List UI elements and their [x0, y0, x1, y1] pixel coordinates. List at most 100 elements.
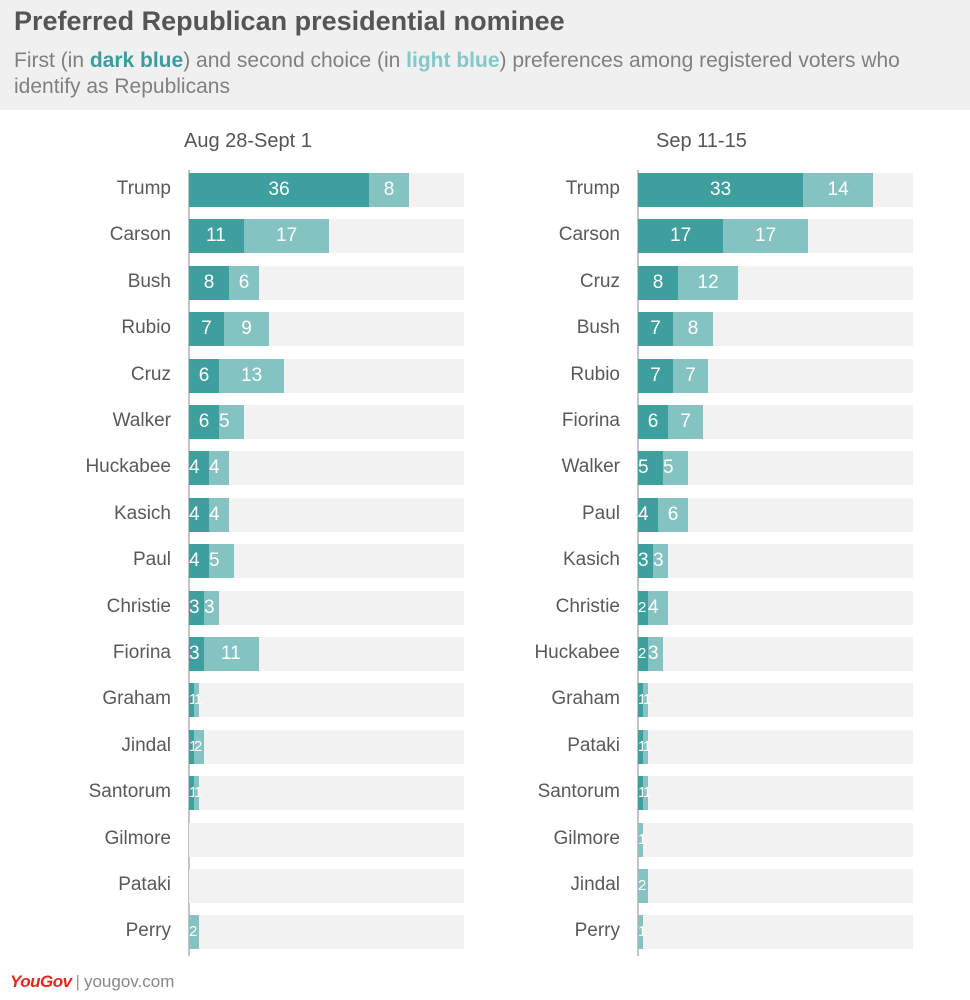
- value-label-first-choice: 4: [189, 457, 200, 478]
- bar-second-choice: [224, 312, 269, 346]
- category-label: Pataki: [118, 874, 171, 895]
- category-label: Walker: [561, 456, 620, 477]
- category-label: Walker: [112, 410, 171, 431]
- chart-header: Preferred Republican presidential nomine…: [0, 0, 970, 110]
- bar-second-choice: [673, 312, 713, 346]
- value-label-second-choice: 5: [219, 411, 230, 432]
- bar-track: [189, 683, 464, 717]
- category-label: Fiorina: [561, 410, 620, 431]
- bar-second-choice: [369, 173, 409, 207]
- bar-first-choice: [189, 219, 244, 253]
- bar-first-choice: [638, 683, 643, 717]
- bar-track: [638, 591, 913, 625]
- bar-first-choice: [638, 730, 643, 764]
- bar-first-choice: [189, 730, 194, 764]
- value-label-first-choice: 1: [638, 683, 646, 717]
- category-label: Carson: [109, 224, 171, 245]
- value-label-first-choice: 1: [638, 730, 646, 764]
- value-label-second-choice: 1: [194, 691, 203, 708]
- value-label-first-choice: 6: [647, 411, 659, 432]
- category-label: Graham: [551, 688, 620, 709]
- bar-second-choice: [204, 637, 259, 671]
- chart-subtitle: First (in dark blue) and second choice (…: [14, 48, 954, 100]
- category-label: Rubio: [570, 364, 620, 385]
- bar-track: [638, 823, 913, 857]
- category-label: Rubio: [121, 317, 171, 338]
- value-label-second-choice: 14: [827, 179, 849, 200]
- yougov-logo: YouGov: [10, 972, 72, 991]
- value-label-second-choice: 17: [755, 225, 777, 246]
- value-label-first-choice: 3: [638, 550, 649, 571]
- value-label-first-choice: 4: [638, 504, 649, 525]
- value-label-first-choice: 1: [638, 776, 646, 810]
- value-label-first-choice: 1: [189, 683, 197, 717]
- bar-first-choice: [189, 451, 209, 485]
- bar-first-choice: [638, 173, 803, 207]
- bar-second-choice: [643, 776, 648, 810]
- value-label-first-choice: 5: [638, 457, 649, 478]
- bar-track: [638, 869, 913, 903]
- bar-first-choice: [638, 266, 678, 300]
- subtitle-text: First (in: [14, 49, 90, 72]
- category-label: Kasich: [113, 503, 171, 524]
- category-label: Paul: [132, 549, 171, 570]
- category-label: Perry: [574, 920, 620, 941]
- subtitle-text: ) and second choice (in: [183, 49, 407, 72]
- bar-second-choice: [673, 359, 708, 393]
- value-label-second-choice: 7: [680, 411, 691, 432]
- bar-track: [189, 869, 464, 903]
- bar-first-choice: [189, 405, 219, 439]
- category-label: Christie: [555, 596, 620, 617]
- bar-track: [638, 730, 913, 764]
- bar-first-choice: [189, 591, 204, 625]
- category-label: Jindal: [570, 874, 620, 895]
- value-label-second-choice: 11: [221, 643, 241, 664]
- value-label-second-choice: 1: [643, 691, 652, 708]
- value-label-second-choice: 3: [653, 550, 664, 571]
- value-label-second-choice: 9: [241, 318, 252, 339]
- panel-period-title: Aug 28-Sept 1: [184, 130, 312, 152]
- category-label: Kasich: [562, 549, 620, 570]
- bar-second-choice: [209, 451, 229, 485]
- category-label: Bush: [127, 271, 171, 292]
- value-label-first-choice: 1: [189, 776, 197, 810]
- bar-track: [638, 683, 913, 717]
- category-label: Bush: [576, 317, 620, 338]
- footer-site-link[interactable]: yougov.com: [83, 972, 175, 991]
- value-label-second-choice: 17: [276, 225, 298, 246]
- bar-first-choice: [189, 359, 219, 393]
- value-label-second-choice: 3: [204, 597, 215, 618]
- category-label: Christie: [106, 596, 171, 617]
- value-label-second-choice: 13: [241, 365, 263, 386]
- bar-second-choice: [244, 219, 329, 253]
- category-label: Santorum: [537, 781, 620, 802]
- bar-second-choice: [219, 405, 244, 439]
- value-label-second-choice: 5: [663, 457, 674, 478]
- bar-track: [189, 544, 464, 578]
- bar-second-choice: [668, 405, 703, 439]
- value-label-second-choice: 2: [194, 738, 203, 755]
- value-label-second-choice: 3: [648, 643, 659, 664]
- bar-track: [189, 915, 464, 949]
- category-label: Huckabee: [85, 456, 171, 477]
- value-label-first-choice: 3: [189, 597, 200, 618]
- bar-second-choice: [643, 683, 648, 717]
- bar-second-choice: [194, 683, 199, 717]
- value-label-second-choice: 1: [643, 738, 652, 755]
- bar-second-choice: [638, 823, 643, 857]
- bar-track: [189, 730, 464, 764]
- value-label-second-choice: 8: [687, 318, 699, 339]
- value-label-first-choice: 11: [206, 225, 226, 246]
- value-label-first-choice: 6: [198, 411, 210, 432]
- bar-second-choice: [803, 173, 873, 207]
- chart-title: Preferred Republican presidential nomine…: [14, 6, 565, 36]
- bar-first-choice: [638, 312, 673, 346]
- bar-first-choice: [189, 544, 209, 578]
- value-label-first-choice: 3: [189, 643, 200, 664]
- bar-second-choice: [663, 451, 688, 485]
- bar-first-choice: [189, 683, 194, 717]
- bar-second-choice: [204, 591, 219, 625]
- value-label-first-choice: 2: [638, 599, 647, 616]
- category-label: Gilmore: [553, 828, 620, 849]
- value-label-second-choice: 8: [383, 179, 395, 200]
